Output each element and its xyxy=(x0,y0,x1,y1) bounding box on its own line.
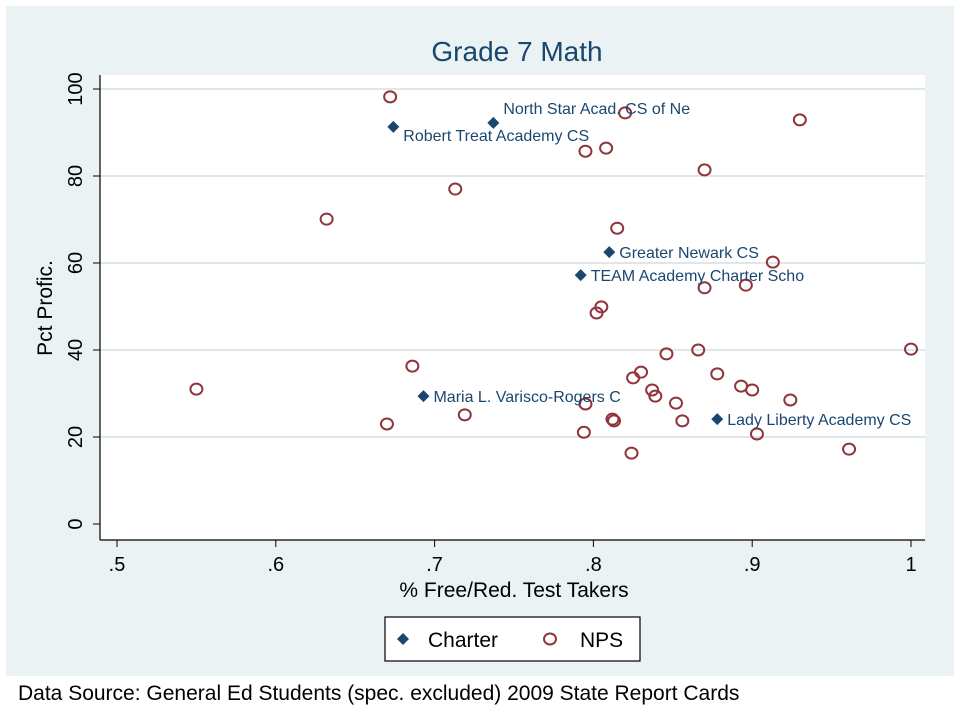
nps-point xyxy=(749,427,764,441)
charter-point xyxy=(603,246,616,259)
nps-point xyxy=(904,342,918,356)
nps-point xyxy=(607,414,622,428)
charter-point-label: Maria L. Varisco-Rogers C xyxy=(433,389,620,406)
x-tick-label: 1 xyxy=(905,554,916,576)
nps-point xyxy=(605,412,620,426)
nps-point xyxy=(842,442,857,456)
x-tick-label: .9 xyxy=(744,554,761,576)
nps-point xyxy=(710,367,725,381)
nps-point xyxy=(589,306,604,320)
nps-point xyxy=(610,221,625,235)
x-tick-label: .7 xyxy=(426,554,443,576)
legend-box xyxy=(384,616,641,662)
legend-charter-label: Charter xyxy=(428,629,498,652)
charter-point xyxy=(417,390,430,403)
nps-point xyxy=(675,414,690,428)
nps-point xyxy=(448,182,463,196)
nps-point xyxy=(618,106,633,120)
charter-point xyxy=(711,413,724,426)
nps-point xyxy=(792,113,807,127)
legend-charter-marker xyxy=(397,633,409,645)
nps-point xyxy=(578,144,593,158)
nps-point xyxy=(457,408,472,422)
chart-title: Grade 7 Math xyxy=(431,36,602,67)
nps-point xyxy=(405,359,420,373)
nps-point xyxy=(697,281,712,295)
y-tick-label: 60 xyxy=(65,252,87,274)
charter-point-label: Lady Liberty Academy CS xyxy=(727,412,911,429)
nps-point xyxy=(578,397,593,411)
nps-point xyxy=(738,278,753,292)
nps-point xyxy=(697,163,712,177)
x-tick-label: .6 xyxy=(267,554,284,576)
nps-point xyxy=(379,417,394,431)
charter-point xyxy=(574,269,587,282)
nps-point xyxy=(599,141,614,155)
charter-point-label: TEAM Academy Charter Scho xyxy=(591,268,805,285)
legend: Charter NPS xyxy=(384,616,641,662)
legend-nps-marker xyxy=(543,632,557,646)
nps-point xyxy=(745,383,760,397)
legend-nps-label: NPS xyxy=(580,629,623,652)
charter-point-label: Greater Newark CS xyxy=(619,245,759,262)
x-tick-label: .5 xyxy=(109,554,126,576)
y-tick-label: 100 xyxy=(65,72,87,105)
nps-point xyxy=(626,371,641,385)
x-axis-label: % Free/Red. Test Takers xyxy=(399,579,628,602)
nps-point xyxy=(624,446,639,460)
nps-point xyxy=(668,396,683,410)
y-axis-label: Pct Profic. xyxy=(34,260,57,356)
nps-point xyxy=(576,425,591,439)
y-tick-label: 40 xyxy=(65,339,87,361)
x-tick-label: .8 xyxy=(585,554,602,576)
charter-point xyxy=(487,116,500,129)
nps-point xyxy=(645,383,660,397)
nps-point xyxy=(691,343,706,357)
charter-point xyxy=(387,120,400,133)
y-tick-label: 80 xyxy=(65,165,87,187)
y-tick-label: 0 xyxy=(65,518,87,529)
nps-point xyxy=(189,382,204,396)
nps-point xyxy=(383,90,398,104)
data-source-footnote: Data Source: General Ed Students (spec. … xyxy=(18,682,740,705)
charter-point-label: North Star Acad. CS of Ne xyxy=(503,101,690,118)
nps-point xyxy=(783,393,798,407)
nps-point xyxy=(765,255,780,269)
charter-point-label: Robert Treat Academy CS xyxy=(403,128,589,145)
nps-point xyxy=(648,389,663,403)
plot-region xyxy=(100,75,925,540)
nps-point xyxy=(319,212,334,226)
nps-point xyxy=(659,347,674,361)
y-tick-label: 20 xyxy=(65,426,87,448)
